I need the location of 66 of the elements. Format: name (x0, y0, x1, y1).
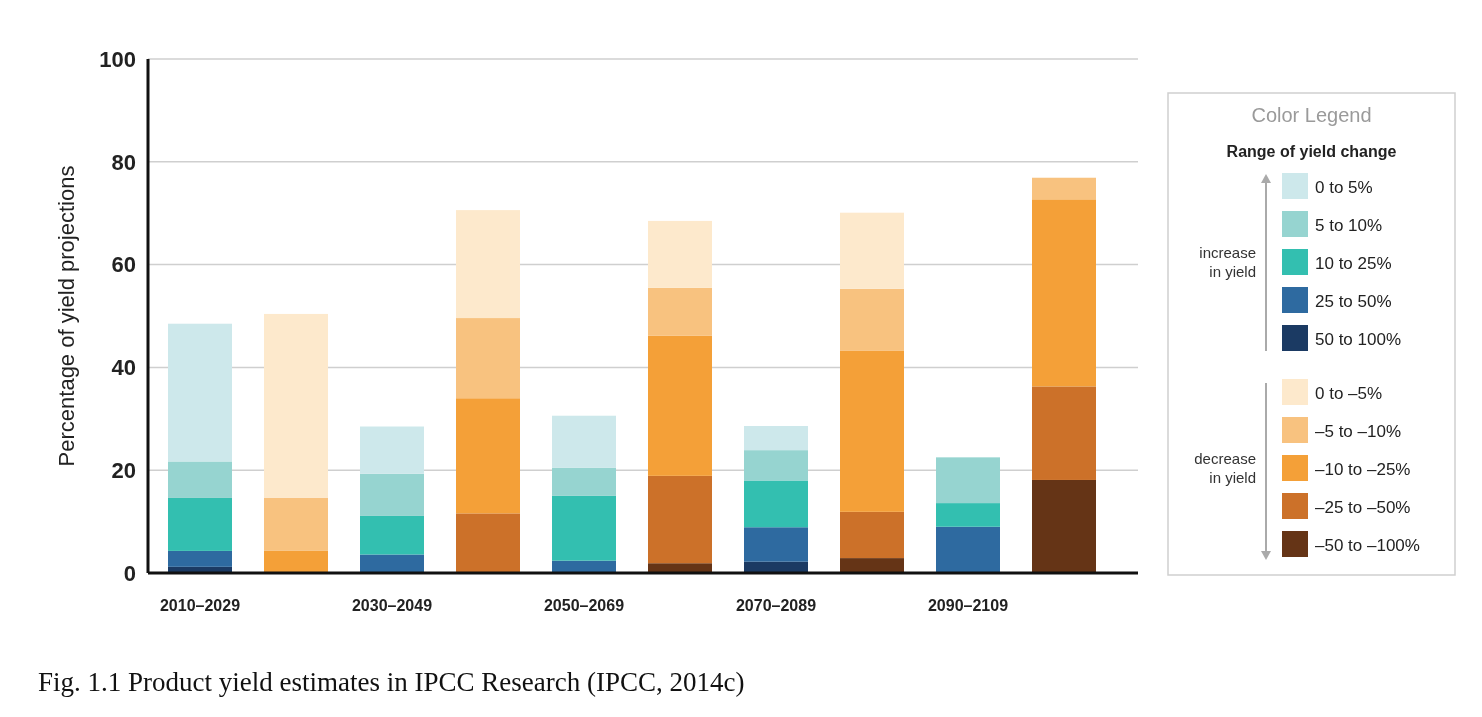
legend-label: 5 to 10% (1315, 216, 1383, 235)
x-tick-label: 2090–2109 (927, 597, 1009, 614)
bar (264, 550, 328, 573)
x-tick-label: 2050–2069 (543, 597, 625, 614)
text: Color Legend (1251, 104, 1372, 126)
bar (1032, 479, 1096, 573)
bar (168, 497, 232, 551)
bar (360, 515, 424, 555)
bar (744, 527, 808, 562)
bar (168, 550, 232, 567)
bar (936, 457, 1000, 504)
bar (744, 480, 808, 528)
legend-label: 0 to –5% (1315, 384, 1383, 403)
bar (648, 287, 712, 336)
y-tick-label: 60 (111, 252, 136, 278)
legend-title: Range of yield change (1226, 143, 1397, 160)
bar (456, 318, 520, 399)
bar (552, 495, 616, 561)
legend-label: 50 to 100% (1315, 330, 1402, 349)
bar (840, 288, 904, 351)
bar (456, 398, 520, 514)
bar (648, 563, 712, 573)
y-axis-title: Percentage of yield projections (54, 165, 79, 467)
bar (936, 503, 1000, 527)
bar (648, 475, 712, 564)
bar (456, 513, 520, 573)
y-tick-label: 80 (111, 149, 136, 175)
legend-label: –5 to –10% (1315, 422, 1402, 441)
legend-label: 25 to 50% (1315, 292, 1392, 311)
text: increase in yield (1199, 244, 1256, 280)
y-tick-label: 100 (99, 46, 136, 72)
y-tick-label: 40 (111, 355, 136, 381)
x-tick-label: 2030–2049 (351, 597, 433, 614)
bar (168, 461, 232, 498)
x-tick-label: 2070–2089 (735, 597, 817, 614)
bar (1032, 386, 1096, 480)
bar (456, 210, 520, 319)
bar (360, 473, 424, 516)
legend-label: –25 to –50% (1315, 498, 1411, 517)
legend-label: –10 to –25% (1315, 460, 1411, 479)
bar (1032, 177, 1096, 200)
text: decrease in yield (1194, 450, 1256, 486)
bar (840, 212, 904, 289)
legend-label: –50 to –100% (1315, 536, 1420, 555)
bar (840, 558, 904, 573)
bar (552, 415, 616, 468)
bar (360, 426, 424, 474)
bar (840, 511, 904, 559)
bar (744, 450, 808, 481)
bar (168, 323, 232, 462)
caption: Fig. 1.1 Product yield estimates in IPCC Research (IPCC, 2014c) (38, 667, 745, 697)
legend-label: 10 to 25% (1315, 254, 1392, 273)
y-tick-label: 20 (111, 457, 136, 483)
bar (552, 467, 616, 496)
x-tick-label: 2010–2029 (159, 597, 241, 614)
y-tick-label: 0 (123, 560, 136, 586)
bar (744, 426, 808, 451)
bar (264, 313, 328, 498)
bar (648, 220, 712, 288)
bar (936, 526, 1000, 573)
bar (648, 335, 712, 476)
bar (264, 497, 328, 551)
legend-label: 0 to 5% (1315, 178, 1373, 197)
bar (1032, 199, 1096, 387)
bar (840, 350, 904, 512)
bar (360, 554, 424, 573)
